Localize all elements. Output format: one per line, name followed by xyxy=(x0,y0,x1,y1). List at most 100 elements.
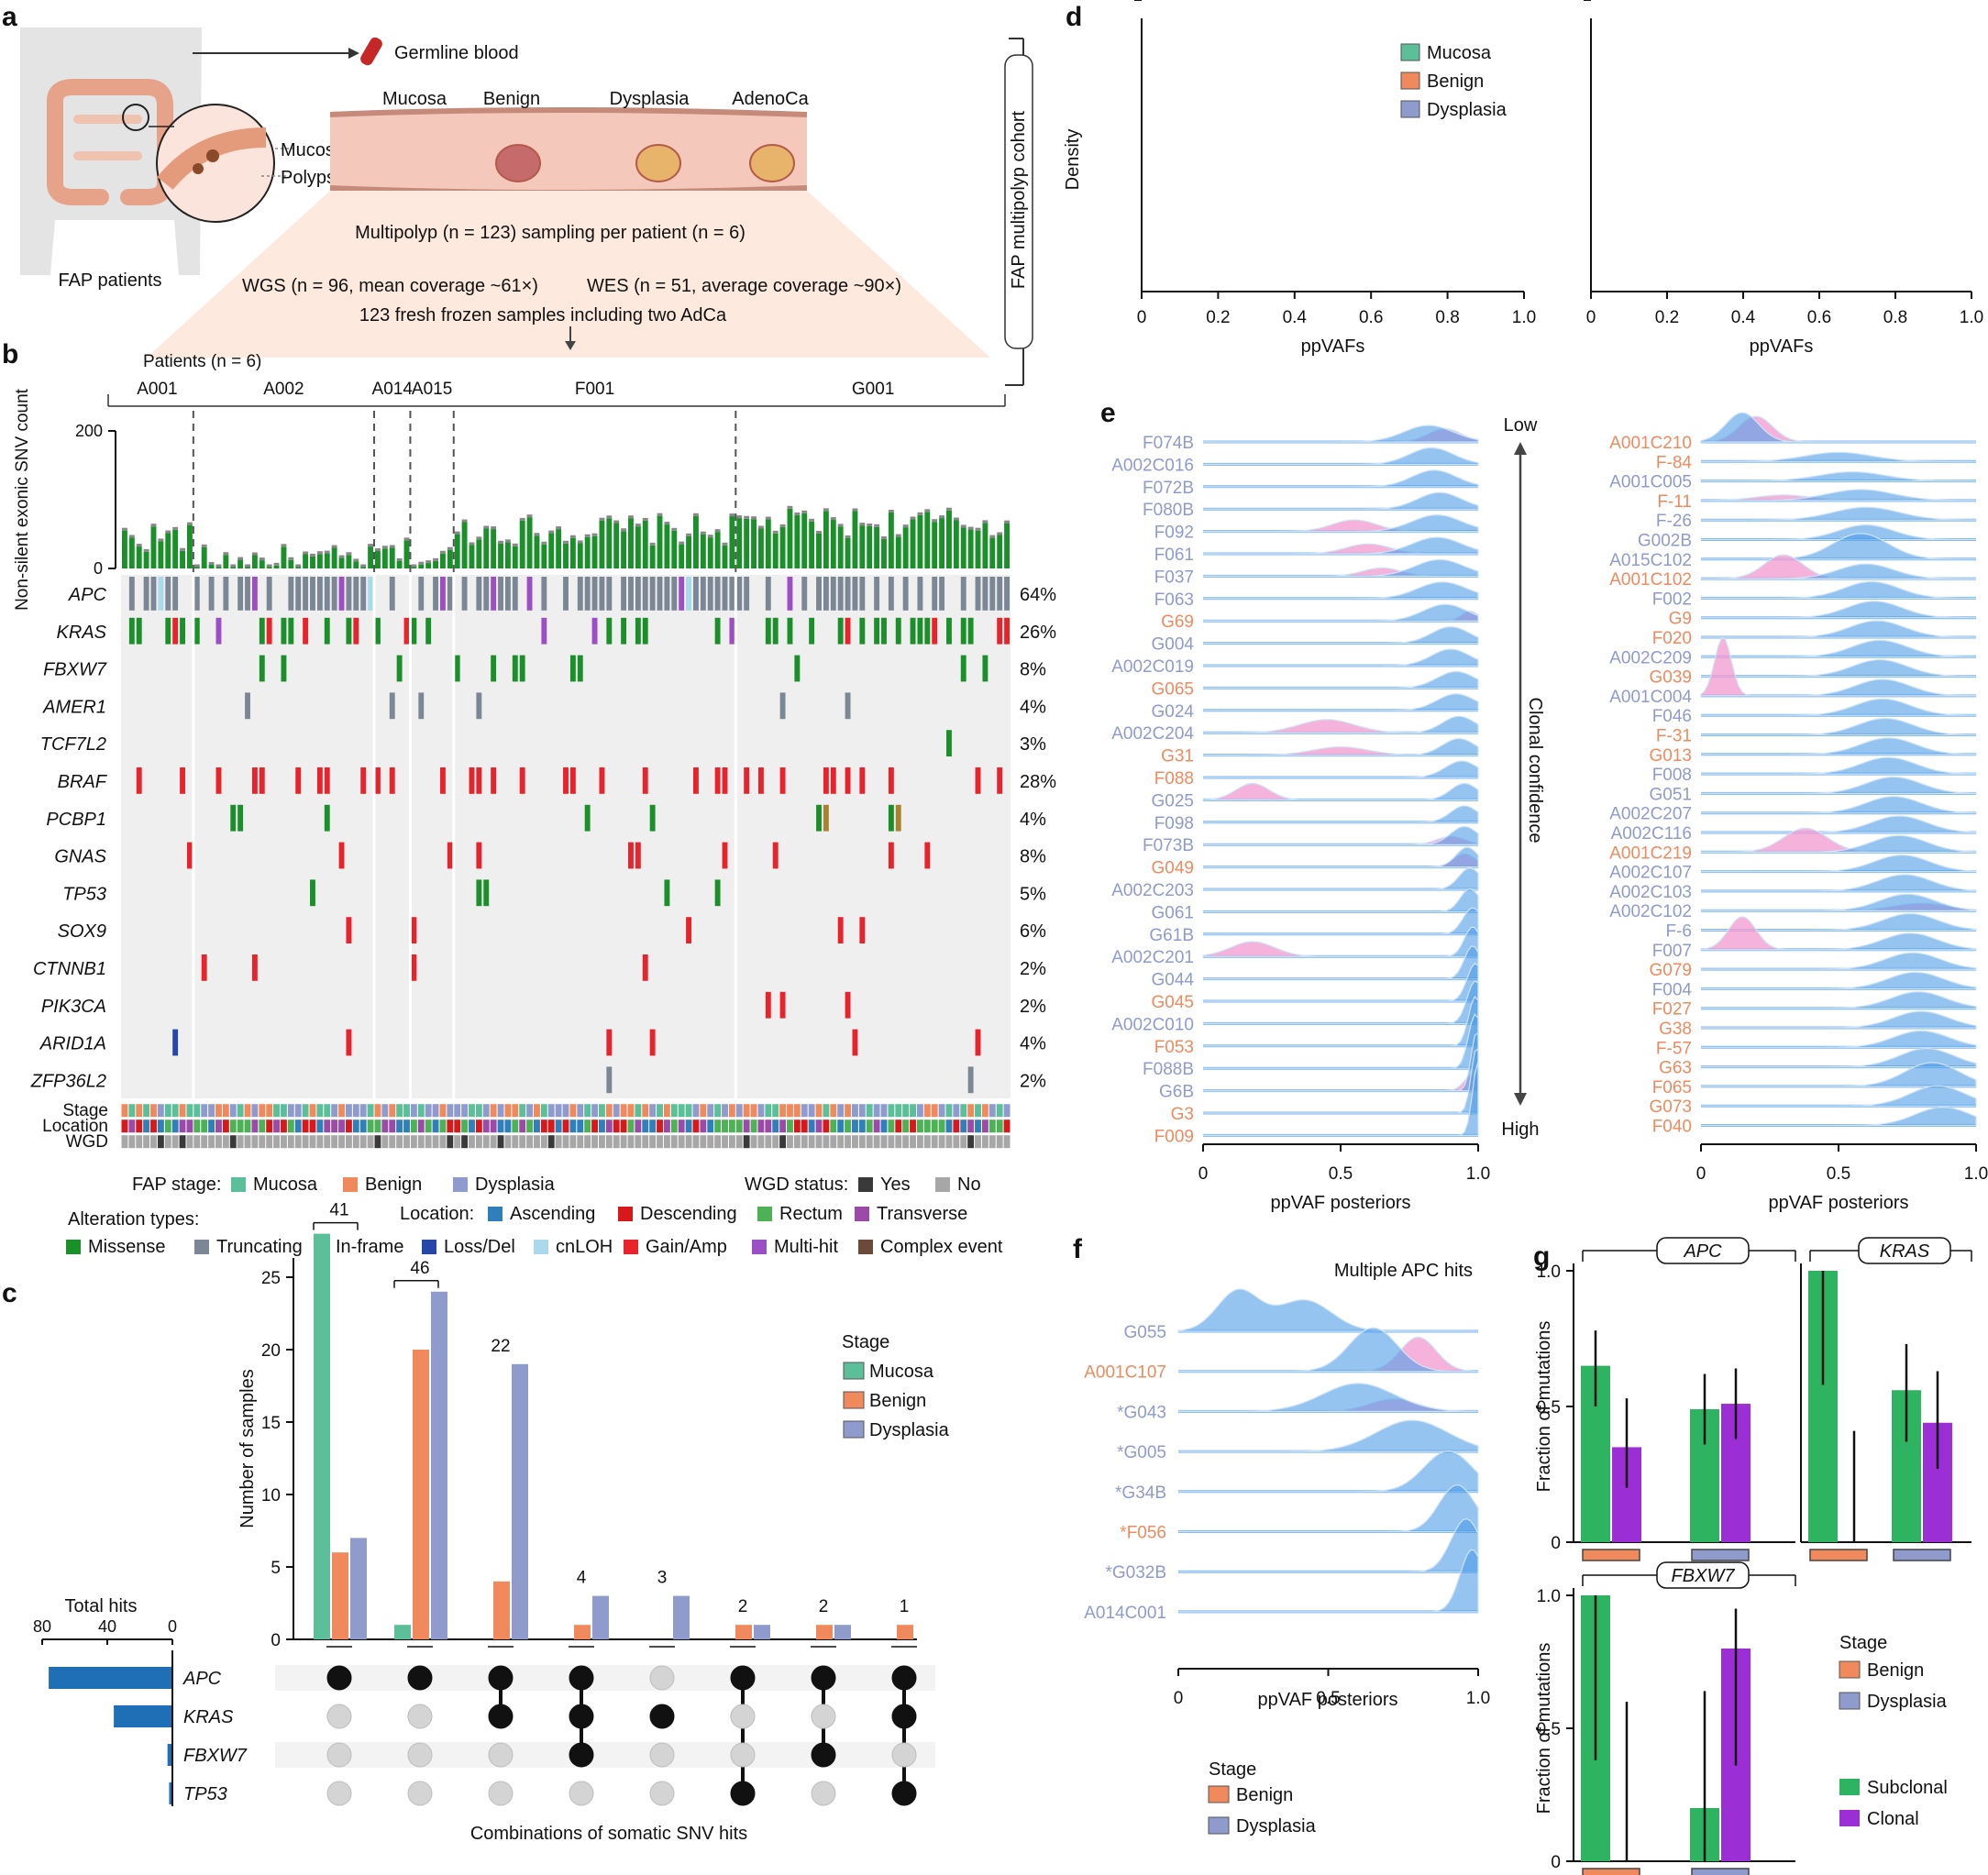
oncoprint-cell xyxy=(577,577,583,611)
oncoprint-cell xyxy=(874,577,880,611)
ridge-blue-area xyxy=(1203,425,1479,443)
tmb-bar-cap xyxy=(599,517,605,521)
wgd-track-cell xyxy=(309,1135,316,1149)
oncoprint-cell xyxy=(425,617,432,645)
wgd-track-cell xyxy=(490,1135,497,1149)
tmb-bar xyxy=(917,514,923,568)
oncoprint-cell xyxy=(447,842,453,869)
oncoprint-cell xyxy=(237,804,244,832)
x-tick-label: 80 xyxy=(33,1617,51,1636)
tmb-bar xyxy=(504,542,511,568)
location-track-cell xyxy=(960,1119,967,1133)
tmb-bar xyxy=(1004,523,1010,568)
oncoprint-cell xyxy=(584,577,591,611)
tmb-bar-cap xyxy=(642,517,648,521)
legend-label-missense: Missense xyxy=(88,1237,165,1257)
legend-label-rectum: Rectum xyxy=(779,1204,843,1224)
zoom-label-mucosa: Mucosa xyxy=(281,140,346,160)
tmb-bar-cap xyxy=(679,541,685,545)
stage-track-cell xyxy=(888,1104,895,1118)
wgd-track-cell xyxy=(808,1135,815,1149)
oncoprint-cell xyxy=(491,577,497,611)
location-track-cell xyxy=(880,1119,888,1133)
tmb-bar xyxy=(316,554,323,568)
stage-track-cell xyxy=(996,1104,1003,1118)
stage-track-cell xyxy=(815,1104,823,1118)
oncoprint-cell xyxy=(476,879,482,907)
ridge-blue-area xyxy=(1701,893,1977,911)
bar-dysplasia xyxy=(592,1595,609,1639)
small-intestine-icon xyxy=(73,115,142,160)
tmb-bar xyxy=(975,530,981,568)
location-track-cell xyxy=(801,1119,808,1133)
oncoprint-cell xyxy=(606,617,613,645)
matrix-dot-empty xyxy=(649,1781,675,1806)
frequency-label: 4% xyxy=(1020,697,1046,717)
tmb-bar xyxy=(281,546,287,568)
ridge-pink-area xyxy=(1203,853,1479,868)
tmb-bar-cap xyxy=(251,552,258,556)
ridge-blue-area xyxy=(1701,737,1977,756)
stage-track-cell xyxy=(136,1104,143,1118)
oncoprint-cell xyxy=(172,1029,179,1056)
location-track-cell xyxy=(287,1119,294,1133)
oncoprint-cell xyxy=(353,577,359,611)
total-hits-bar xyxy=(49,1667,172,1689)
oncoprint-cell xyxy=(714,617,721,645)
ridge-blue-area xyxy=(1203,867,1479,890)
matrix-dot-filled xyxy=(569,1704,594,1729)
tmb-bar xyxy=(584,536,591,568)
tmb-bar xyxy=(714,532,721,568)
oncoprint-cell xyxy=(150,577,157,611)
oncoprint-cell xyxy=(628,842,634,869)
tmb-bar-cap xyxy=(881,536,887,540)
arrow-top-label: Low xyxy=(1504,415,1538,436)
stage-track-cell xyxy=(359,1104,367,1118)
tmb-bar-cap xyxy=(1004,520,1010,524)
oncoprint-cell xyxy=(642,617,648,645)
ridge-blue-area xyxy=(1701,678,1977,697)
wgd-track-cell xyxy=(852,1135,858,1149)
location-track-cell xyxy=(605,1119,613,1133)
combination-total-label: 46 xyxy=(410,1259,429,1278)
location-track-cell xyxy=(873,1119,880,1133)
oncoprint-cell xyxy=(729,577,735,611)
ridge-blue-area xyxy=(1701,533,1976,560)
x-tick-label: 40 xyxy=(98,1617,116,1636)
location-track-cell xyxy=(996,1119,1003,1133)
oncoprint-cell xyxy=(519,655,525,682)
location-track-cell xyxy=(331,1119,338,1133)
wgd-track-cell xyxy=(302,1135,309,1149)
y-tick-label: 0 xyxy=(94,559,103,578)
wgd-track-cell xyxy=(179,1135,186,1149)
y-tick-label: 0.5 xyxy=(1105,0,1129,5)
stage-track-cell xyxy=(577,1104,584,1118)
stage-track-cell xyxy=(555,1104,562,1118)
location-track-cell xyxy=(858,1119,866,1133)
stage-track-cell xyxy=(620,1104,627,1118)
location-track-cell xyxy=(294,1119,302,1133)
oncoprint-cell xyxy=(714,879,721,907)
sample-label: G079 xyxy=(1650,961,1692,980)
tmb-bar xyxy=(837,526,844,568)
wgd-track-cell xyxy=(280,1135,287,1149)
stage-track-cell xyxy=(229,1104,237,1118)
ridge-blue-area xyxy=(1203,907,1479,935)
oncoprint-cell xyxy=(621,577,627,611)
tmb-bar-cap xyxy=(122,527,127,531)
ridge-blue-area xyxy=(1701,524,1976,541)
polyp-icon xyxy=(495,144,541,182)
tmb-bar xyxy=(389,547,395,568)
wgd-track-cell xyxy=(439,1135,447,1149)
tmb-bar-cap xyxy=(939,515,945,519)
x-tick-label: 0 xyxy=(1198,1164,1209,1184)
tmb-bar xyxy=(180,550,185,568)
oncoprint-cell xyxy=(635,617,641,645)
oncoprint-cell xyxy=(997,577,1003,611)
oncoprint-cell xyxy=(346,917,352,943)
oncoprint-cell xyxy=(939,577,945,611)
stage-track-cell xyxy=(324,1104,331,1118)
matrix-dot-empty xyxy=(730,1742,756,1768)
legend-label-mucosa: Mucosa xyxy=(253,1175,318,1195)
sample-label: F098 xyxy=(1154,814,1194,833)
